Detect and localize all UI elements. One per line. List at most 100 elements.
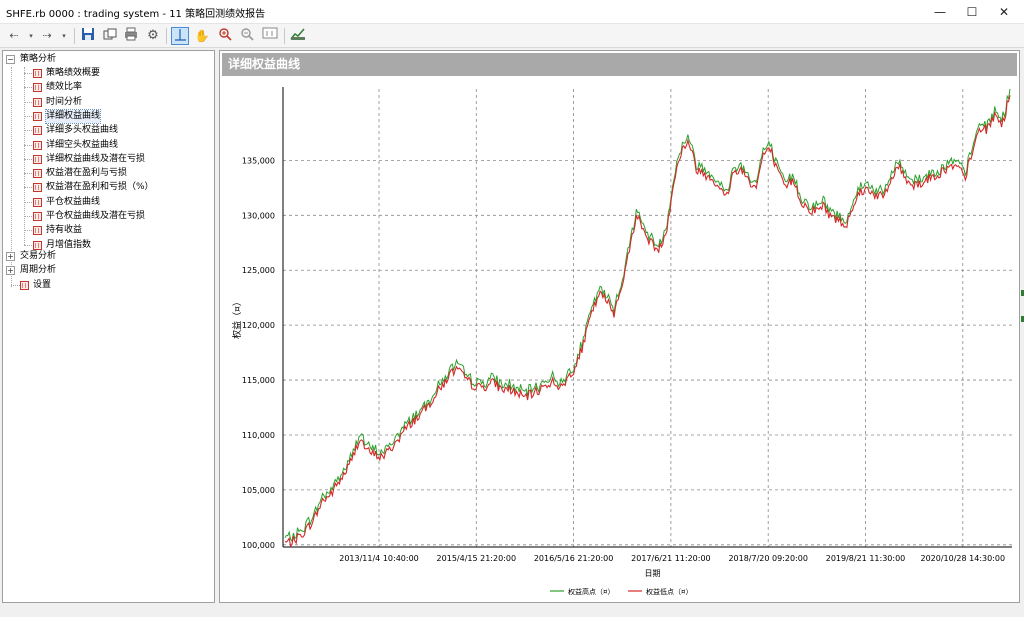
expand-icon[interactable]: + <box>6 266 15 275</box>
tree-connector <box>11 285 20 286</box>
chart-legend: 权益高点（¤） 权益低点（¤） <box>550 587 692 596</box>
toolbar-separator <box>74 28 75 44</box>
tree-item-label: 平仓权益曲线 <box>46 196 101 207</box>
collapse-icon[interactable]: − <box>6 55 15 64</box>
x-tick-label: 2020/10/28 14:30:00 <box>921 554 1006 563</box>
tree-connector <box>24 144 32 146</box>
copy-icon[interactable] <box>101 27 119 45</box>
tree-item-label: 月增值指数 <box>46 239 92 250</box>
tree-item-label: 时间分析 <box>46 96 83 107</box>
x-tick-label: 2013/11/4 10:40:00 <box>339 554 419 563</box>
toolbar: ⇠ ▾ ⇢ ▾ ⚙ ✋ <box>0 24 1024 48</box>
report-icon <box>33 183 42 193</box>
x-tick-label: 2017/6/21 11:20:00 <box>631 554 711 563</box>
tree-connector <box>24 216 32 217</box>
report-icon <box>33 140 42 150</box>
report-icon <box>33 197 42 207</box>
x-axis-label: 日期 <box>645 569 661 578</box>
x-tick-labels: 2013/11/4 10:40:00 2015/4/15 21:20:00 2016… <box>339 554 1005 563</box>
tree-item-label: 详细多头权益曲线 <box>46 125 119 136</box>
tree-connector <box>24 67 25 245</box>
edge-indicator <box>1021 316 1024 322</box>
forward-arrow-icon[interactable]: ⇢ <box>42 29 52 42</box>
report-icon <box>33 111 42 121</box>
minimize-button[interactable]: — <box>934 5 946 19</box>
tree-connector <box>24 187 32 189</box>
maximize-button[interactable]: ☐ <box>966 5 978 19</box>
dropdown-icon[interactable]: ▾ <box>29 32 33 40</box>
panel-header: 详细权益曲线 <box>222 53 1017 76</box>
report-icon <box>33 212 42 221</box>
hand-icon[interactable]: ✋ <box>194 29 210 43</box>
tree-connector <box>24 101 32 103</box>
y-axis-label: 权益（¤） <box>231 297 243 339</box>
tree-item-label: 绩效比率 <box>46 82 83 93</box>
zoom-in-icon[interactable] <box>216 27 234 45</box>
y-tick-label: 135,000 <box>242 156 275 165</box>
chart-icon[interactable] <box>289 27 307 45</box>
window-title: SHFE.rb 0000 : trading system - 11 策略回测绩… <box>6 9 266 20</box>
tree-item-label: 策略绩效概要 <box>46 68 101 78</box>
legend-label: 权益高点（¤） <box>568 587 614 596</box>
tree-connector <box>24 244 32 246</box>
report-panel: 详细权益曲线 100,000 105,000 110,000 115,000 120,0… <box>219 50 1020 603</box>
tree-connector <box>24 73 32 74</box>
y-tick-label: 125,000 <box>242 266 275 275</box>
status-bar <box>0 604 1024 617</box>
toolbar-separator <box>166 28 167 44</box>
tree-connector <box>24 173 32 175</box>
report-icon <box>20 281 29 290</box>
tree-connector <box>24 87 32 89</box>
report-icon <box>33 226 42 236</box>
x-tick-label: 2015/4/15 21:20:00 <box>437 554 517 563</box>
title-bar: SHFE.rb 0000 : trading system - 11 策略回测绩… <box>0 0 1024 24</box>
tree-item-label: 详细权益曲线 <box>44 108 102 124</box>
zoom-out-icon[interactable] <box>238 27 256 45</box>
close-button[interactable]: ✕ <box>998 5 1010 19</box>
y-tick-label: 100,000 <box>242 541 275 550</box>
y-tick-label: 115,000 <box>242 376 275 385</box>
x-tick-label: 2019/8/21 11:30:00 <box>826 554 906 563</box>
report-icon <box>33 169 42 179</box>
tree-item-label: 权益潜在盈利与亏损 <box>46 168 128 179</box>
tree-item-label: 设置 <box>33 280 52 290</box>
save-icon[interactable] <box>79 27 97 45</box>
legend-label: 权益低点（¤） <box>646 587 692 596</box>
tree-item-label: 详细空头权益曲线 <box>46 139 119 150</box>
series-line-high <box>284 88 1011 543</box>
tree-group-label: 周期分析 <box>20 265 57 275</box>
x-tick-label: 2016/5/16 21:20:00 <box>534 554 614 563</box>
expand-icon[interactable]: + <box>6 252 15 261</box>
tree-item-label: 详细权益曲线及潜在亏损 <box>46 153 146 164</box>
fit-icon[interactable] <box>261 27 279 45</box>
back-arrow-icon[interactable]: ⇠ <box>9 29 19 42</box>
tree-connector <box>24 158 32 160</box>
crosshair-icon[interactable] <box>171 27 189 45</box>
equity-chart[interactable]: 100,000 105,000 110,000 115,000 120,000 125,0… <box>220 77 1019 603</box>
report-tree: − 策略分析 策略绩效概要 绩效比率时间分析 详细权益曲线 详细多头权益曲线 详细空头权… <box>2 50 215 603</box>
report-icon <box>33 83 42 93</box>
y-tick-label: 110,000 <box>242 431 275 440</box>
tree-group-label: 策略分析 <box>20 54 57 64</box>
series-line-low <box>284 95 1011 548</box>
settings-icon[interactable]: ⚙ <box>147 28 159 43</box>
y-tick-labels: 100,000 105,000 110,000 115,000 120,000 125,0… <box>242 156 275 549</box>
tree-connector <box>11 67 12 287</box>
edge-indicator <box>1021 290 1024 296</box>
print-icon[interactable] <box>122 27 140 45</box>
tree-connector <box>24 130 32 132</box>
y-tick-label: 105,000 <box>242 486 275 495</box>
tree-item-label: 权益潜在盈利和亏损（%） <box>46 182 154 193</box>
tree-connector <box>24 230 32 232</box>
tree-connector <box>24 115 32 117</box>
toolbar-separator <box>284 28 285 44</box>
y-tick-label: 120,000 <box>242 321 275 330</box>
report-icon <box>33 154 42 164</box>
report-icon <box>33 126 42 136</box>
tree-connector <box>24 201 32 203</box>
tree-item-label: 平仓权益曲线及潜在亏损 <box>46 211 146 221</box>
dropdown-icon[interactable]: ▾ <box>62 32 66 40</box>
chart-grid <box>283 89 1012 547</box>
tree-item-label: 持有收益 <box>46 225 83 236</box>
report-icon <box>33 97 42 107</box>
